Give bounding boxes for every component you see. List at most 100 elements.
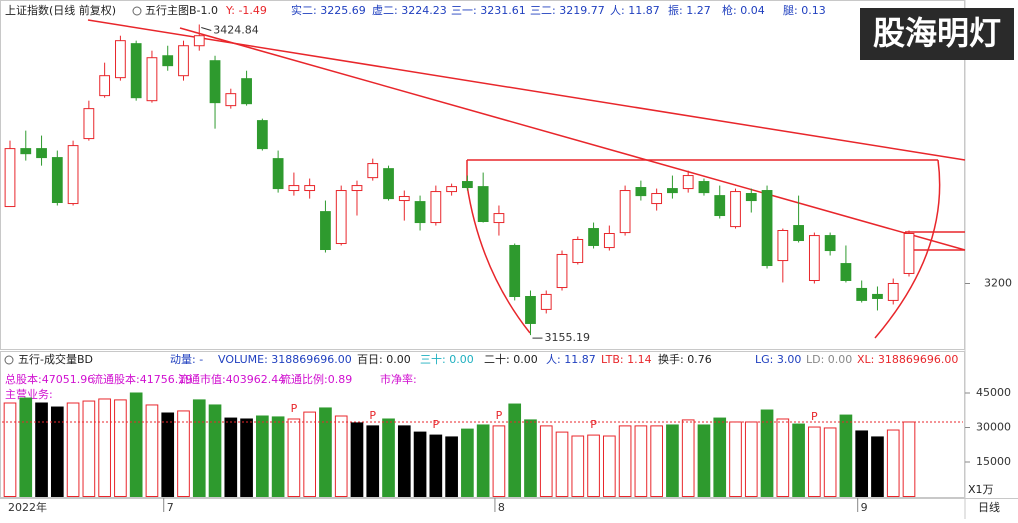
volume-bar xyxy=(397,425,411,497)
y-tick-label: 15000 xyxy=(976,455,1011,468)
low-label: 3155.19 xyxy=(544,331,590,344)
volume-bar xyxy=(871,436,884,497)
candle-body xyxy=(446,186,458,193)
unit: X1万 xyxy=(968,483,994,496)
volume-bar xyxy=(571,435,585,498)
marker: P xyxy=(496,409,503,422)
candle-body xyxy=(556,253,568,289)
volume-bar xyxy=(334,415,348,498)
candle-body xyxy=(304,185,316,192)
volume-bar xyxy=(366,425,380,497)
candle-body xyxy=(272,158,284,190)
volume-bar xyxy=(192,399,206,497)
stat: 三二: 3219.77 xyxy=(530,4,605,17)
volume-bar xyxy=(555,431,569,497)
icon xyxy=(4,355,14,365)
candle-body xyxy=(67,145,79,205)
volume-bar xyxy=(634,425,648,497)
candle-body xyxy=(872,293,883,299)
candle-body xyxy=(335,190,347,245)
info: 主营业务: xyxy=(5,387,53,401)
stat: 实二: 3225.69 xyxy=(291,3,366,17)
y-tick-label: 3200 xyxy=(984,276,1012,289)
volume-bar xyxy=(602,435,616,498)
volume-bar xyxy=(760,409,774,498)
candle-body xyxy=(320,211,331,251)
volume-bar xyxy=(792,423,805,498)
candle-body xyxy=(178,45,189,77)
candle-body xyxy=(20,148,32,155)
stat: 振: 1.27 xyxy=(668,3,711,17)
candle-body xyxy=(477,186,489,223)
stat: 二十: 0.00 xyxy=(484,352,538,366)
volume-bar xyxy=(3,402,17,497)
candle-body xyxy=(36,148,47,159)
candle-body xyxy=(635,187,647,197)
volume-bar xyxy=(319,407,332,497)
y-tick-label: 30000 xyxy=(976,420,1011,433)
volume-bar xyxy=(98,398,111,497)
high-label: 3424.84 xyxy=(213,23,259,36)
candle-body xyxy=(761,190,773,267)
candle-body xyxy=(619,190,631,234)
candle-body xyxy=(793,225,804,242)
volume-bar xyxy=(145,404,159,498)
candle-body xyxy=(588,228,599,246)
info: 总股本:47051.96 xyxy=(5,372,94,386)
stat: Y: -1.49 xyxy=(225,4,267,17)
marker: P xyxy=(369,409,376,422)
volume-bar xyxy=(35,402,48,497)
candle-body xyxy=(256,120,268,150)
volume-bar xyxy=(776,418,790,497)
volume-bar xyxy=(413,431,427,497)
candle-body xyxy=(351,185,363,192)
stat: 枪: 0.04 xyxy=(722,3,765,17)
volume-bar xyxy=(508,403,522,498)
volume-bar xyxy=(129,392,143,497)
stat: 腿: 0.13 xyxy=(783,4,826,17)
stat: 三十: 0.00 xyxy=(420,352,474,366)
x-tick-label: 2022年 xyxy=(8,500,47,514)
period: 日线 xyxy=(978,500,1000,514)
candle-body xyxy=(745,193,757,202)
candle-body xyxy=(288,185,300,192)
candle-body xyxy=(146,57,158,102)
candle-body xyxy=(461,181,473,189)
candle-body xyxy=(603,232,615,249)
volume-bar xyxy=(902,421,916,498)
stat: 动量: - xyxy=(170,353,203,366)
marker: P xyxy=(291,402,298,415)
candle-body xyxy=(698,181,710,194)
icon xyxy=(132,6,142,16)
volume-bar xyxy=(666,424,679,497)
candle-body xyxy=(398,196,410,202)
stat: 百日: 0.00 xyxy=(357,353,411,366)
volume-bar xyxy=(744,421,758,498)
x-tick-label: 7 xyxy=(167,501,174,514)
volume-bar xyxy=(224,417,238,497)
marker: P xyxy=(433,418,440,431)
candle-body xyxy=(367,163,379,179)
volume-bar xyxy=(429,434,443,498)
stat: XL: 318869696.00 xyxy=(857,353,958,366)
volume-bar xyxy=(114,399,127,497)
candle-body xyxy=(540,293,552,310)
candle-body xyxy=(99,75,111,97)
volume-bar xyxy=(19,397,33,498)
volume-bar xyxy=(823,427,837,497)
candle-body xyxy=(840,263,852,281)
volume-bar xyxy=(492,425,506,497)
candle-body xyxy=(209,60,221,104)
candle-body xyxy=(777,230,789,262)
info: 市净率: xyxy=(380,372,417,386)
candle-body xyxy=(130,43,142,99)
volume-bar xyxy=(650,425,663,497)
candle-body xyxy=(856,287,868,301)
candle-body xyxy=(824,235,836,252)
candle-body xyxy=(525,296,536,324)
candle-body xyxy=(509,244,521,298)
volume-bar xyxy=(350,422,364,498)
candle-body xyxy=(682,175,694,190)
volume-bar xyxy=(445,436,458,497)
volume-bar xyxy=(50,406,64,497)
